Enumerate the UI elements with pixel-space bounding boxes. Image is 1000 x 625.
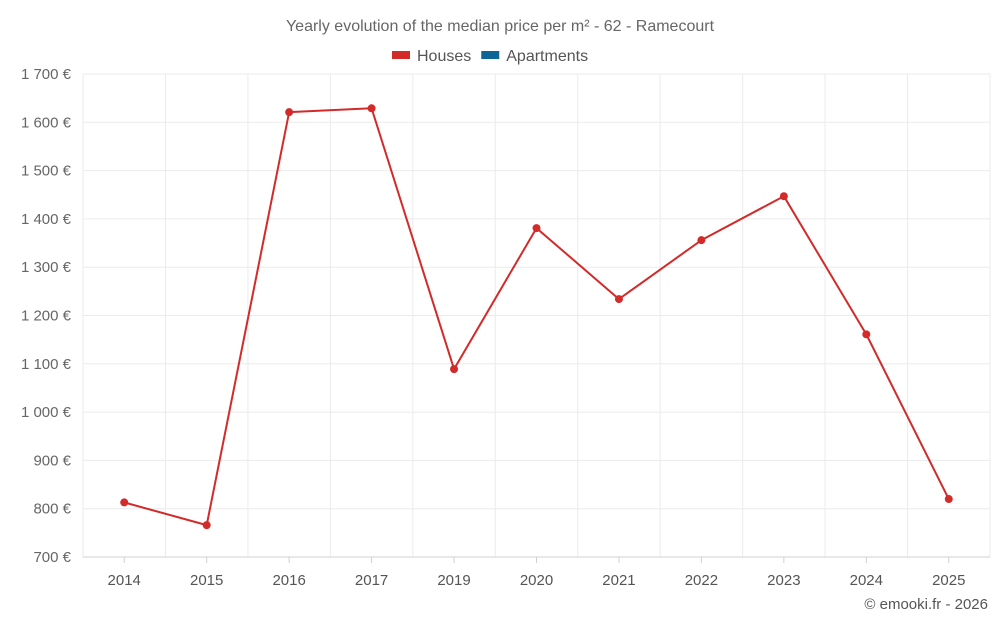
data-point-houses-2023[interactable] bbox=[779, 192, 788, 201]
x-tick-label: 2020 bbox=[520, 572, 553, 589]
x-tick-label: 2025 bbox=[932, 572, 965, 589]
data-point-houses-2024[interactable] bbox=[862, 330, 871, 339]
chart-title: Yearly evolution of the median price per… bbox=[286, 18, 715, 35]
data-point-houses-2020[interactable] bbox=[532, 224, 541, 233]
y-tick-label: 800 € bbox=[33, 501, 71, 518]
y-axis: 700 € 800 € 900 € 1 000 € 1 100 € 1 200 € 1 30… bbox=[21, 66, 72, 566]
data-point-houses-2016[interactable] bbox=[285, 108, 294, 117]
y-tick-label: 700 € bbox=[33, 549, 71, 566]
legend-label-apartments[interactable]: Apartments bbox=[506, 48, 588, 65]
x-tick-label: 2024 bbox=[850, 572, 883, 589]
legend-label-houses[interactable]: Houses bbox=[417, 48, 471, 65]
data-point-houses-2017[interactable] bbox=[367, 104, 376, 113]
y-tick-label: 900 € bbox=[33, 452, 71, 469]
x-tick-label: 2015 bbox=[190, 572, 223, 589]
x-tick-label: 2022 bbox=[685, 572, 718, 589]
legend-swatch-houses bbox=[392, 51, 410, 59]
x-tick-label: 2019 bbox=[437, 572, 470, 589]
data-point-houses-2015[interactable] bbox=[202, 521, 211, 530]
credit-text: © emooki.fr - 2026 bbox=[864, 596, 988, 613]
y-tick-label: 1 600 € bbox=[21, 114, 72, 131]
y-tick-label: 1 300 € bbox=[21, 259, 72, 276]
y-tick-label: 1 400 € bbox=[21, 211, 72, 228]
x-tick-label: 2021 bbox=[602, 572, 635, 589]
x-tick-label: 2016 bbox=[272, 572, 305, 589]
y-tick-label: 1 700 € bbox=[21, 66, 72, 83]
y-tick-label: 1 500 € bbox=[21, 163, 72, 180]
x-tick-label: 2014 bbox=[108, 572, 141, 589]
y-tick-label: 1 100 € bbox=[21, 356, 72, 373]
x-tick-label: 2017 bbox=[355, 572, 388, 589]
y-tick-label: 1 200 € bbox=[21, 308, 72, 325]
y-tick-label: 1 000 € bbox=[21, 404, 72, 421]
x-tick-label: 2023 bbox=[767, 572, 800, 589]
series-layer bbox=[120, 104, 953, 530]
data-point-houses-2014[interactable] bbox=[120, 498, 129, 507]
data-point-houses-2022[interactable] bbox=[697, 236, 706, 245]
legend: Houses Apartments bbox=[392, 48, 588, 65]
x-axis: 2014 2015 2016 2017 2019 2020 2021 2022 2023 2024… bbox=[83, 556, 990, 589]
data-point-houses-2019[interactable] bbox=[450, 365, 459, 374]
data-point-houses-2025[interactable] bbox=[944, 495, 953, 504]
legend-swatch-apartments bbox=[481, 51, 500, 59]
data-point-houses-2021[interactable] bbox=[614, 295, 623, 304]
